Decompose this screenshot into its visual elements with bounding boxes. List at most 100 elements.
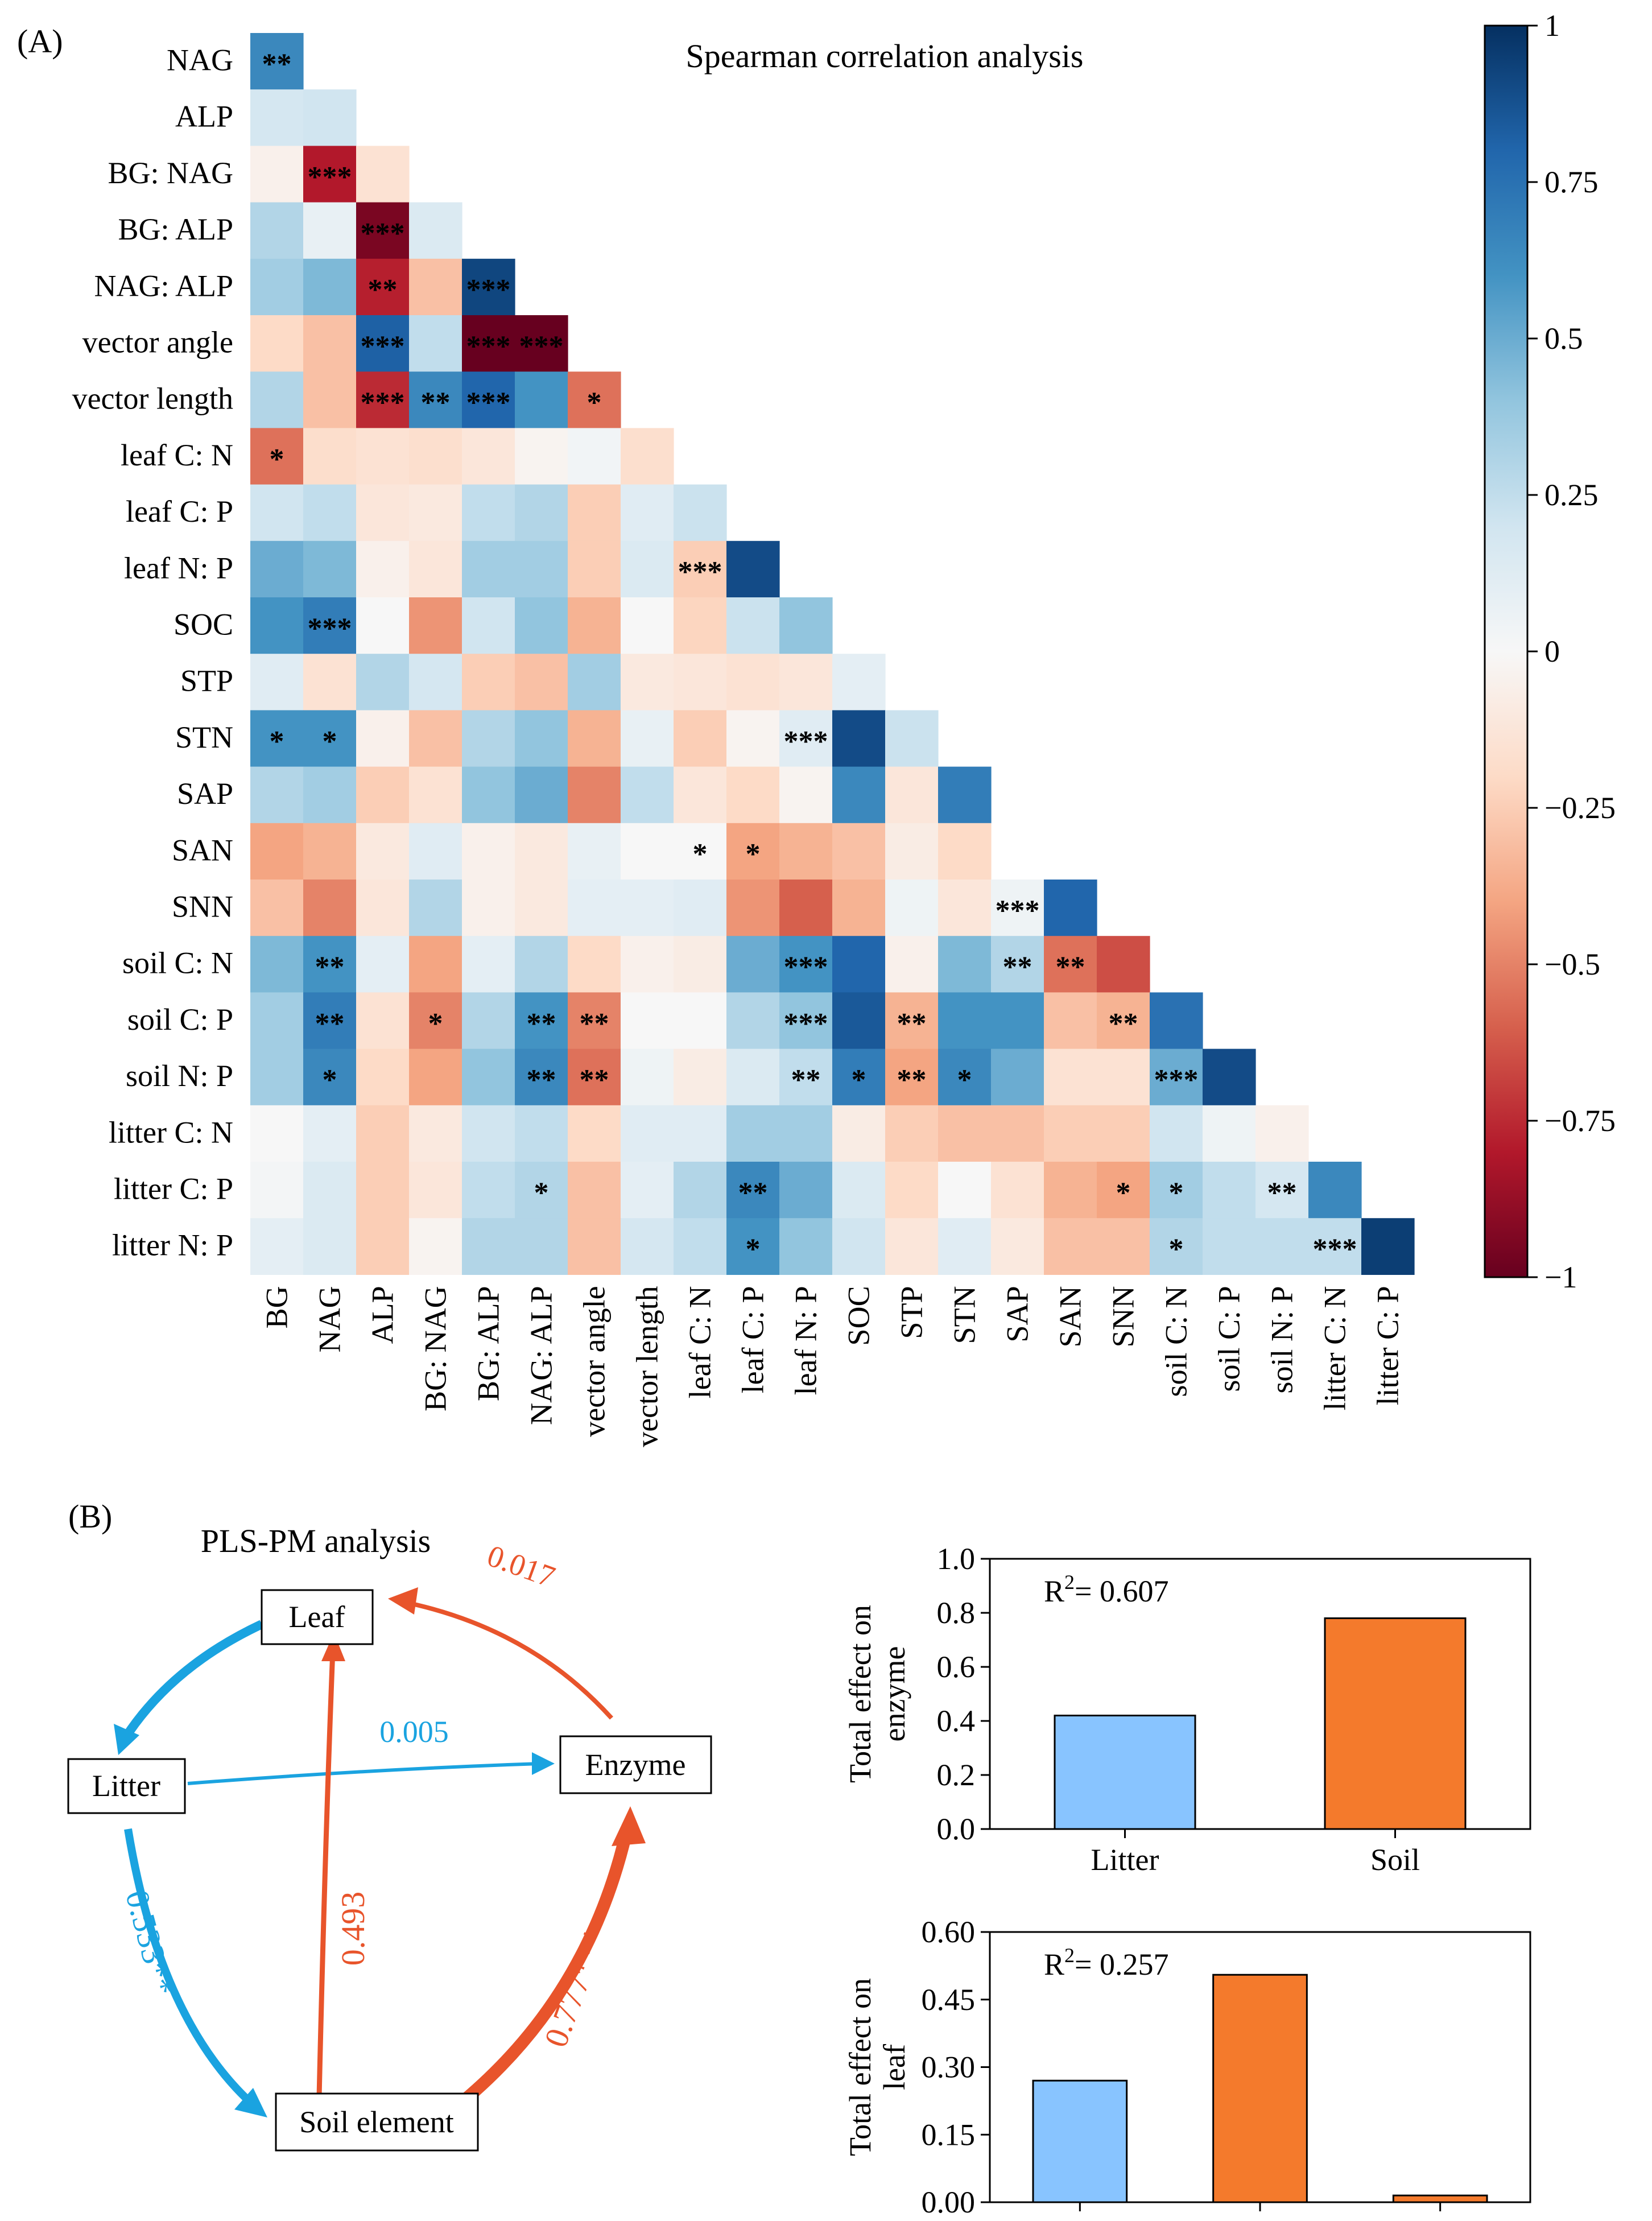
column-label: SAP [1001,1286,1035,1342]
column-label: soil N: P [1265,1286,1299,1393]
heatmap-cell [250,710,304,767]
bar [1054,1715,1196,1830]
heatmap-cell [356,710,410,767]
significance-mark: ** [1109,1008,1138,1040]
row-label: litter C: N [109,1115,233,1149]
heatmap-cell [726,1105,780,1162]
heatmap-cell [515,484,568,542]
column-label: NAG [313,1286,347,1352]
heatmap-cell [621,597,674,654]
heatmap-cell [779,1162,833,1219]
colorbar-tick-label: 0.75 [1544,165,1599,199]
heatmap-cell [303,936,357,993]
heatmap-cell [515,1218,568,1275]
heatmap-cell [1044,1048,1097,1106]
heatmap-cell [462,766,515,824]
heatmap-cell [991,1048,1044,1106]
heatmap-cell [462,936,515,993]
heatmap-cell [832,823,886,880]
column-label: SOC [842,1286,876,1345]
path-leaf-to-litter [120,1620,264,1743]
heatmap-cell [356,484,410,542]
heatmap-cell [409,1218,462,1275]
path-litter-to-enzyme [187,1762,541,1785]
heatmap-cell [1097,1048,1150,1106]
column-label: litter C: P [1371,1286,1405,1405]
heatmap-cell [356,1218,410,1275]
heatmap-cell [568,766,621,824]
row-label: leaf C: P [126,494,233,529]
x-tick-label: Soil [1235,2216,1285,2221]
heatmap-cell [515,766,568,824]
heatmap-cell [938,823,992,880]
heatmap-cell [621,1048,674,1106]
y-tick-label: 0.60 [922,1915,976,1949]
heatmap-cell [356,1048,410,1106]
heatmap-cell [938,1162,992,1219]
significance-mark: * [957,1064,972,1096]
heatmap-cell [779,654,833,711]
heatmap-cell [1150,1105,1203,1162]
heatmap-cell [462,540,515,598]
significance-mark: *** [519,330,564,362]
y-tick-label: 0.30 [922,2050,976,2084]
heatmap-cell [568,710,621,767]
heatmap-cell [1044,992,1097,1050]
heatmap-cell [462,428,515,485]
y-axis-label: enzyme [877,1646,911,1742]
heatmap-cell [885,1048,939,1106]
heatmap-cell [832,710,886,767]
heatmap-cell [726,823,780,880]
colorbar-tick-label: 0.5 [1544,321,1583,356]
panel-b-label: (B) [68,1498,112,1535]
r-squared-annotation: R2= 0.257 [1044,1944,1169,1981]
heatmap-cell [356,540,410,598]
y-tick-label: 0.45 [922,1983,976,2017]
heatmap-cell [303,484,357,542]
heatmap-cell [621,823,674,880]
heatmap-cell [726,992,780,1050]
heatmap-cell [674,936,727,993]
column-label: NAG: ALP [524,1286,559,1425]
column-label: vector angle [577,1286,612,1436]
heatmap-cell [515,597,568,654]
heatmap-cell [568,428,621,485]
heatmap-cell [1097,1105,1150,1162]
heatmap-cell [726,540,780,598]
heatmap-cell [568,1105,621,1162]
heatmap-cell [726,1162,780,1219]
heatmap-cell [621,992,674,1050]
significance-mark: ** [580,1008,609,1040]
heatmap-cell [303,89,357,146]
heatmap-cell [1044,1105,1097,1162]
significance-mark: * [270,725,284,758]
heatmap-cell [621,1105,674,1162]
node-leaf: Leaf [261,1589,374,1645]
bar [1324,1617,1467,1830]
significance-mark: ** [527,1008,556,1040]
node-enzyme-label: Enzyme [585,1748,686,1782]
heatmap-cell [1150,1048,1203,1106]
arrowhead-leaf-to-litter [114,1724,139,1755]
significance-mark: *** [996,894,1040,927]
y-tick-label: 1.0 [937,1542,976,1576]
heatmap-cell [515,428,568,485]
significance-mark: *** [308,161,352,193]
row-label: SAP [177,777,233,811]
heatmap-cell [1044,936,1097,993]
significance-mark: ** [1003,951,1032,984]
bar [1392,2194,1488,2203]
heatmap-cell [462,992,515,1050]
heatmap-cell [356,146,410,203]
heatmap-cell [515,823,568,880]
heatmap-cells: ********** ****** *** ****** ** *** ********* *… [250,33,1415,1275]
heatmap-cell [515,540,568,598]
column-label: BG: ALP [472,1286,506,1401]
heatmap-cell [250,654,304,711]
heatmap-cell [938,1218,992,1275]
heatmap-cell [1097,992,1150,1050]
column-label: soil C: N [1159,1286,1193,1397]
coef-litter-enzyme: 0.005 [379,1715,449,1749]
heatmap-cell [409,1162,462,1219]
heatmap-cell [726,1048,780,1106]
